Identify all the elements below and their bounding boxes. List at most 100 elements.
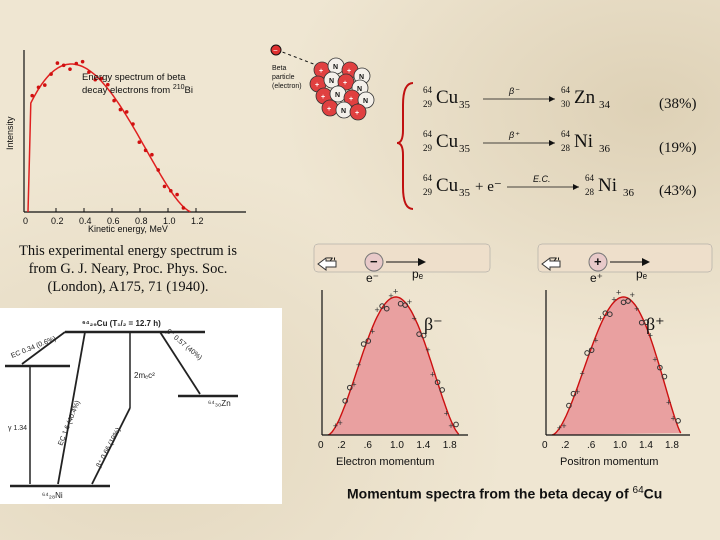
data-point (643, 319, 650, 326)
electron-icon (364, 252, 384, 272)
arrow-left-icon (317, 257, 337, 271)
nucleon-label: N (341, 108, 346, 115)
bi210-data-point (137, 140, 142, 145)
data-point: + (575, 387, 580, 397)
momentum-x-tick: .6 (364, 440, 373, 451)
daughter-neutron-number: 36 (599, 143, 611, 155)
bi210-y-axis-label: Intensity (5, 116, 15, 150)
data-point (607, 311, 613, 317)
momentum-label: pₑ (412, 267, 424, 281)
charge-sign: + (594, 254, 602, 269)
beta-particle-label-1: Beta (272, 65, 287, 72)
ec-branch-label: EC 1.6 (40.4%) (57, 400, 81, 447)
momentum-x-tick: 1.0 (390, 440, 404, 451)
data-point: + (666, 398, 671, 408)
data-point (365, 338, 372, 344)
data-point: + (356, 360, 361, 370)
ni64-label: ⁶⁴₂₈Ni (42, 491, 63, 500)
data-point (661, 373, 668, 380)
data-point: + (333, 421, 338, 431)
momentum-x-tick: 1.4 (416, 440, 430, 451)
proton-icon (349, 103, 367, 121)
nucleon-label: + (343, 80, 347, 87)
data-point: + (448, 421, 453, 431)
daughter-mass-number: 64 (585, 173, 595, 183)
momentum-x-tick: .6 (587, 440, 596, 451)
bi210-x-tick: 0.2 (51, 216, 64, 226)
momentum-x-tick: 1.4 (639, 440, 653, 451)
nucleon-label: + (319, 68, 323, 75)
bi210-data-point (99, 76, 104, 81)
beta-particle-label-2: particle (272, 74, 295, 81)
daughter-atomic-number: 30 (561, 99, 571, 109)
data-point (675, 417, 681, 424)
data-point (346, 384, 353, 391)
captured-electron: + e⁻ (475, 179, 502, 195)
nucleus-diagram: − +N+N+N +N+ N+ N+ N + Beta particle (electro… (270, 44, 375, 121)
decay-mode-label: β⁻ (508, 86, 520, 96)
nucleon-label: + (349, 96, 353, 103)
bi210-x-tick: 0.4 (79, 216, 92, 226)
data-point: + (580, 369, 585, 379)
parent-atomic-number: 29 (423, 143, 433, 153)
data-point (439, 387, 445, 393)
data-point: + (393, 286, 398, 296)
bi210-data-point (156, 168, 160, 172)
data-point (570, 390, 577, 397)
reaction-row: 64 29 Cu 35 + e⁻ E.C. 64 28 Ni 36 (423, 173, 635, 199)
parent-symbol: Cu (436, 131, 459, 152)
bi210-data-point (80, 59, 85, 64)
parent-neutron-number: 35 (459, 143, 471, 155)
momentum-x-tick: 1.8 (443, 440, 457, 451)
mass-gap-label: 2mₑc² (134, 371, 155, 380)
charge-sign: − (370, 254, 378, 269)
nucleon-label: N (335, 92, 340, 99)
bi210-data-point (61, 63, 66, 68)
parent-mass-number: 64 (423, 85, 433, 95)
nucleon-label: N (357, 86, 362, 93)
data-point: + (616, 287, 621, 297)
momentum-x-axis-label: Electron momentum (336, 456, 434, 468)
daughter-atomic-number: 28 (561, 143, 571, 153)
data-point: + (411, 313, 416, 323)
bi210-data-point (74, 61, 79, 66)
bi210-data-point (43, 83, 47, 87)
parent-mass-number: 64 (423, 173, 433, 183)
positron-icon (588, 252, 608, 272)
arrow-left-icon (541, 257, 561, 271)
data-point (453, 421, 459, 428)
bi210-data-point (118, 107, 123, 112)
branch-43: (43%) (659, 183, 697, 199)
bi210-x-tick: 0 (23, 216, 28, 226)
particle-label: e⁺ (590, 271, 603, 285)
parent-mass-number: 64 (423, 129, 433, 139)
bi210-data-point (68, 67, 72, 71)
parent-atomic-number: 29 (423, 187, 433, 197)
parent-neutron-number: 35 (459, 99, 471, 111)
parent-symbol: Cu (436, 175, 459, 196)
bi210-data-point (175, 192, 179, 197)
bi210-x-tick: 1.2 (191, 216, 204, 226)
momentum-x-axis-label: Positron momentum (560, 456, 658, 468)
bi210-data-point (112, 98, 116, 103)
nucleon-label: + (315, 82, 319, 89)
bi210-data-point (124, 110, 129, 114)
nucleon-label: N (363, 98, 368, 105)
momentum-x-tick: 0 (542, 440, 548, 451)
data-point (379, 303, 385, 309)
daughter-symbol: Zn (574, 87, 596, 108)
beta-particle-label-3: (electron) (272, 83, 302, 90)
beta-type-label: β⁺ (646, 314, 665, 334)
bi210-x-axis-label: Kinetic energy, MeV (88, 224, 168, 234)
data-point: + (444, 409, 449, 419)
momentum-x-tick: .2 (561, 440, 570, 451)
reaction-row: 64 29 Cu 35 β⁻ 64 30 Zn 34 (423, 85, 611, 111)
data-point: + (370, 326, 375, 336)
bi210-data-point (181, 206, 186, 210)
data-point (434, 379, 441, 386)
nucleon-label: + (355, 110, 359, 117)
data-point (566, 402, 572, 409)
data-point: + (407, 297, 412, 307)
bi210-x-tick: 0.8 (135, 216, 148, 226)
beta-type-label: β⁻ (424, 314, 443, 334)
